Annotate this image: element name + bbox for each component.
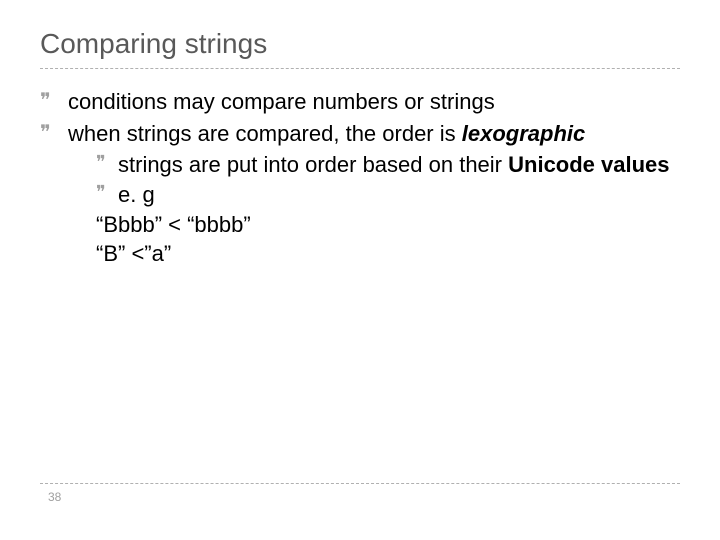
sub-bullet-item: ❞ e. g: [96, 180, 680, 210]
bullet-item: ❞ conditions may compare numbers or stri…: [40, 87, 680, 117]
text-fragment: when strings are compared, the order is: [68, 121, 462, 146]
code-example-line: “B” <”a”: [40, 239, 680, 269]
sub-list: ❞ strings are put into order based on th…: [40, 150, 680, 209]
bullet-text: conditions may compare numbers or string…: [68, 87, 680, 117]
code-example-line: “Bbbb” < “bbbb”: [40, 210, 680, 240]
slide-title: Comparing strings: [40, 28, 680, 60]
bullet-icon: ❞: [40, 119, 68, 147]
bullet-item: ❞ when strings are compared, the order i…: [40, 119, 680, 149]
footer-divider: [40, 483, 680, 484]
bold-text: Unicode values: [508, 152, 669, 177]
bullet-text: when strings are compared, the order is …: [68, 119, 680, 149]
slide: Comparing strings ❞ conditions may compa…: [0, 0, 720, 540]
bullet-icon: ❞: [96, 180, 118, 205]
sub-bullet-text: strings are put into order based on thei…: [118, 150, 680, 180]
emphasis-text: lexographic: [462, 121, 585, 146]
page-number: 38: [40, 490, 680, 504]
bullet-icon: ❞: [40, 87, 68, 115]
content-area: ❞ conditions may compare numbers or stri…: [40, 87, 680, 269]
slide-footer: 38: [40, 483, 680, 504]
title-divider: [40, 68, 680, 69]
text-fragment: strings are put into order based on thei…: [118, 152, 508, 177]
sub-bullet-item: ❞ strings are put into order based on th…: [96, 150, 680, 180]
sub-bullet-text: e. g: [118, 180, 680, 210]
bullet-icon: ❞: [96, 150, 118, 175]
